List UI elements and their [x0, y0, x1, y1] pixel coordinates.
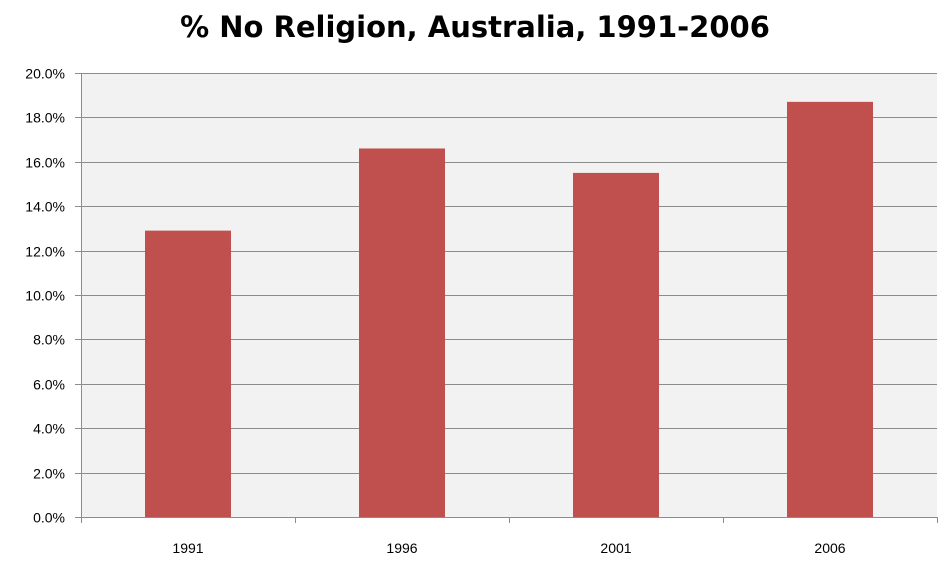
x-tick-label: 2001 [600, 540, 631, 556]
y-tick-label: 2.0% [33, 466, 65, 482]
y-tick-label: 20.0% [25, 66, 65, 82]
y-tick-label: 6.0% [33, 377, 65, 393]
x-tick-label: 1991 [172, 540, 203, 556]
x-tick-label: 1996 [386, 540, 417, 556]
y-tick-label: 8.0% [33, 332, 65, 348]
y-tick-label: 4.0% [33, 421, 65, 437]
chart-title: % No Religion, Australia, 1991-2006 [180, 10, 770, 44]
bar-1991 [145, 230, 231, 517]
y-tick-label: 14.0% [25, 199, 65, 215]
y-tick-label: 0.0% [33, 510, 65, 526]
bar-1996 [359, 148, 445, 518]
y-tick-label: 10.0% [25, 288, 65, 304]
x-tick-label: 2006 [814, 540, 845, 556]
bar-2001 [573, 172, 659, 517]
y-tick-label: 12.0% [25, 244, 65, 260]
bar-2006 [787, 101, 873, 518]
y-tick-label: 16.0% [25, 155, 65, 171]
y-tick-label: 18.0% [25, 110, 65, 126]
